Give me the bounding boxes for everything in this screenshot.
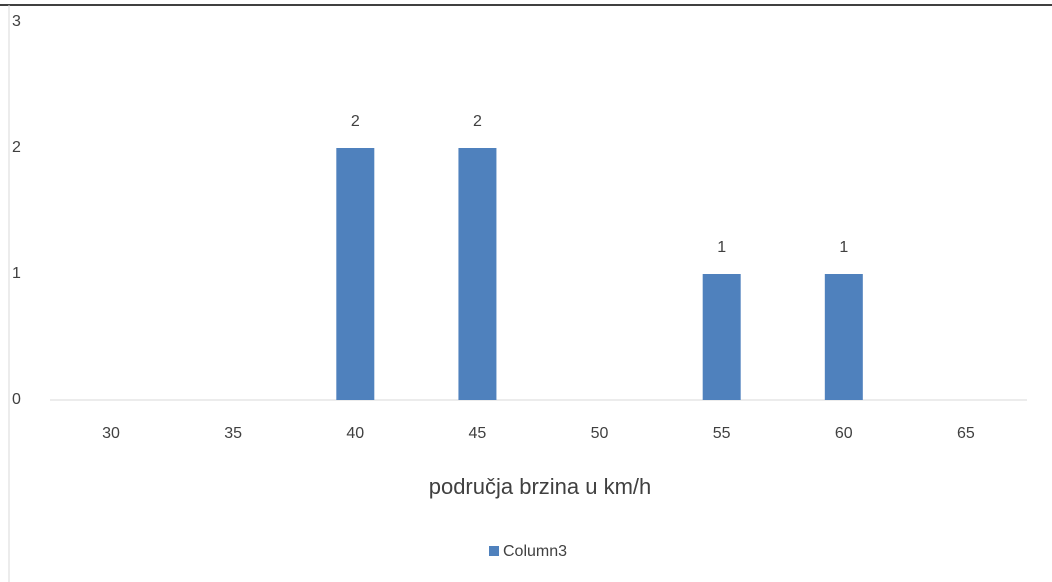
x-tick-label: 55 bbox=[713, 425, 731, 442]
data-label: 2 bbox=[351, 113, 360, 130]
data-label: 1 bbox=[839, 239, 848, 256]
bar bbox=[336, 148, 375, 400]
bar bbox=[458, 148, 497, 400]
legend-label: Column3 bbox=[503, 543, 567, 560]
data-label: 1 bbox=[717, 239, 726, 256]
y-tick-label: 3 bbox=[12, 13, 21, 30]
x-tick-label: 30 bbox=[102, 425, 120, 442]
x-tick-label: 60 bbox=[835, 425, 853, 442]
bar bbox=[824, 274, 863, 400]
x-tick-label: 35 bbox=[224, 425, 242, 442]
x-tick-label: 65 bbox=[957, 425, 975, 442]
x-tick-label: 50 bbox=[591, 425, 609, 442]
y-tick-label: 0 bbox=[12, 391, 21, 408]
data-label: 2 bbox=[473, 113, 482, 130]
x-axis-title: područja brzina u km/h bbox=[429, 474, 652, 499]
bar bbox=[702, 274, 741, 400]
y-tick-label: 1 bbox=[12, 265, 21, 282]
y-tick-label: 2 bbox=[12, 139, 21, 156]
x-tick-label: 40 bbox=[346, 425, 364, 442]
legend-swatch bbox=[489, 546, 499, 556]
x-tick-label: 45 bbox=[469, 425, 487, 442]
